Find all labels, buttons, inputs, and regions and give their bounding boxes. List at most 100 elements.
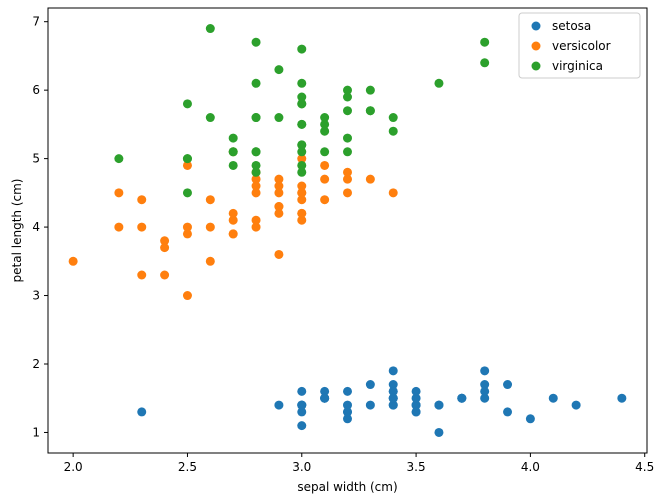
setosa-point [365,400,375,410]
virginica-point [343,147,352,157]
legend-marker-versicolor [531,41,541,51]
versicolor-point [274,174,284,184]
virginica-point [297,119,307,129]
versicolor-point [114,188,124,198]
versicolor-point [205,256,215,266]
x-tick-label: 2.5 [178,460,197,474]
versicolor-point [274,249,284,259]
setosa-point [480,393,490,403]
virginica-point [251,160,261,170]
virginica-point [251,37,261,47]
versicolor-point [297,215,307,225]
setosa-point [388,393,398,403]
versicolor-point [228,229,238,239]
versicolor-point [343,188,352,198]
virginica-point [297,92,307,102]
setosa-point [343,400,352,410]
virginica-point [297,140,307,150]
virginica-point [365,85,375,95]
virginica-point [320,119,330,129]
setosa-point [274,400,284,410]
virginica-point [343,133,352,143]
versicolor-point [251,215,261,225]
setosa-point [411,407,421,417]
setosa-point [480,386,490,396]
setosa-point [480,366,490,376]
versicolor-point [160,270,170,280]
versicolor-point [320,174,330,184]
versicolor-point [251,222,261,232]
versicolor-point [137,222,147,232]
virginica-point [114,154,124,164]
setosa-point [297,421,307,431]
versicolor-point [182,222,192,232]
setosa-point [297,407,307,417]
virginica-point [205,113,215,123]
legend-label-setosa: setosa [552,19,591,33]
virginica-point [182,154,192,164]
setosa-point [411,393,421,403]
setosa-point [388,366,398,376]
versicolor-point [251,181,261,191]
setosa-point [548,393,558,403]
versicolor-point [205,195,215,205]
y-tick-label: 2 [32,357,40,371]
virginica-point [388,113,398,123]
versicolor-point [228,215,238,225]
y-tick-label: 5 [32,152,40,166]
versicolor-point [297,188,307,198]
versicolor-point [251,174,261,184]
virginica-point [343,106,352,116]
virginica-point [388,126,398,136]
virginica-point [320,147,330,157]
versicolor-point [137,270,147,280]
versicolor-point [251,188,261,198]
virginica-point [274,65,284,75]
legend-box [518,12,641,79]
y-tick-label: 7 [32,15,40,29]
virginica-point [228,160,238,170]
versicolor-point [320,160,330,170]
versicolor-point [274,181,284,191]
versicolor-point [182,160,192,170]
virginica-point [343,85,352,95]
setosa-point [365,380,375,390]
setosa-point [571,400,581,410]
setosa-point [388,400,398,410]
virginica-point [320,113,330,123]
virginica-point [297,160,307,170]
setosa-point [343,407,352,417]
versicolor-point [297,181,307,191]
x-tick-label: 2.0 [64,460,83,474]
versicolor-point [228,208,238,218]
versicolor-point [297,195,307,205]
versicolor-point [68,256,78,266]
setosa-point [617,393,627,403]
virginica-point [274,113,284,123]
virginica-point [343,92,352,102]
versicolor-point [274,208,284,218]
x-tick-label: 3.5 [407,460,426,474]
y-tick-label: 4 [32,220,40,234]
setosa-point [343,386,352,396]
versicolor-point [274,188,284,198]
virginica-point [297,44,307,54]
versicolor-point [182,229,192,239]
virginica-point [182,188,192,198]
setosa-point [388,380,398,390]
virginica-point [297,147,307,157]
y-axis-ticks: 1 2 3 4 5 6 7 [32,15,48,439]
plot-frame [47,7,648,454]
setosa-point [320,386,330,396]
setosa-point [297,400,307,410]
versicolor-point [205,222,215,232]
versicolor-point [365,174,375,184]
versicolor-point [182,291,192,301]
versicolor-point [114,222,124,232]
setosa-point [525,414,535,424]
versicolor-point [343,174,352,184]
virginica-point [205,24,215,34]
legend-marker-setosa [531,21,541,31]
